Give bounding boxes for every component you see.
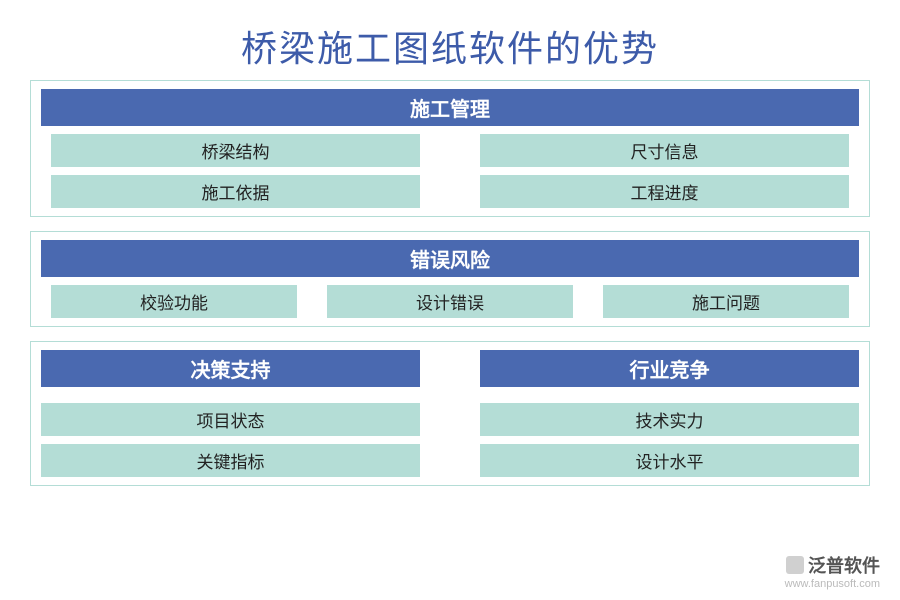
brand-url: www.fanpusoft.com xyxy=(785,578,880,590)
sub-header: 行业竞争 xyxy=(480,350,859,387)
section-header: 施工管理 xyxy=(41,89,859,126)
section-construction-management: 施工管理 桥梁结构 尺寸信息 施工依据 工程进度 xyxy=(30,80,870,217)
sub-header: 决策支持 xyxy=(41,350,420,387)
section-header: 错误风险 xyxy=(41,240,859,277)
sub-box-decision-support: 决策支持 项目状态 关键指标 xyxy=(41,350,420,477)
section-items-grid: 桥梁结构 尺寸信息 施工依据 工程进度 xyxy=(41,134,859,208)
brand-name-row: 泛普软件 xyxy=(785,552,880,578)
brand-name-text: 泛普软件 xyxy=(808,552,880,578)
item-pill: 技术实力 xyxy=(480,403,859,436)
item-pill: 尺寸信息 xyxy=(480,134,849,167)
brand-logo-icon xyxy=(786,556,804,574)
item-pill: 工程进度 xyxy=(480,175,849,208)
dual-row-container: 决策支持 项目状态 关键指标 行业竞争 技术实力 设计水平 xyxy=(41,350,859,477)
item-pill: 桥梁结构 xyxy=(51,134,420,167)
item-pill: 校验功能 xyxy=(51,285,297,318)
item-pill: 设计错误 xyxy=(327,285,573,318)
item-pill: 项目状态 xyxy=(41,403,420,436)
footer-brand: 泛普软件 www.fanpusoft.com xyxy=(785,552,880,590)
item-pill: 关键指标 xyxy=(41,444,420,477)
section-error-risk: 错误风险 校验功能 设计错误 施工问题 xyxy=(30,231,870,327)
item-pill: 施工问题 xyxy=(603,285,849,318)
item-pill: 施工依据 xyxy=(51,175,420,208)
section-dual-row: 决策支持 项目状态 关键指标 行业竞争 技术实力 设计水平 xyxy=(30,341,870,486)
section-items-grid: 校验功能 设计错误 施工问题 xyxy=(41,285,859,318)
main-title: 桥梁施工图纸软件的优势 xyxy=(30,20,870,72)
item-pill: 设计水平 xyxy=(480,444,859,477)
sub-box-industry-competition: 行业竞争 技术实力 设计水平 xyxy=(480,350,859,477)
